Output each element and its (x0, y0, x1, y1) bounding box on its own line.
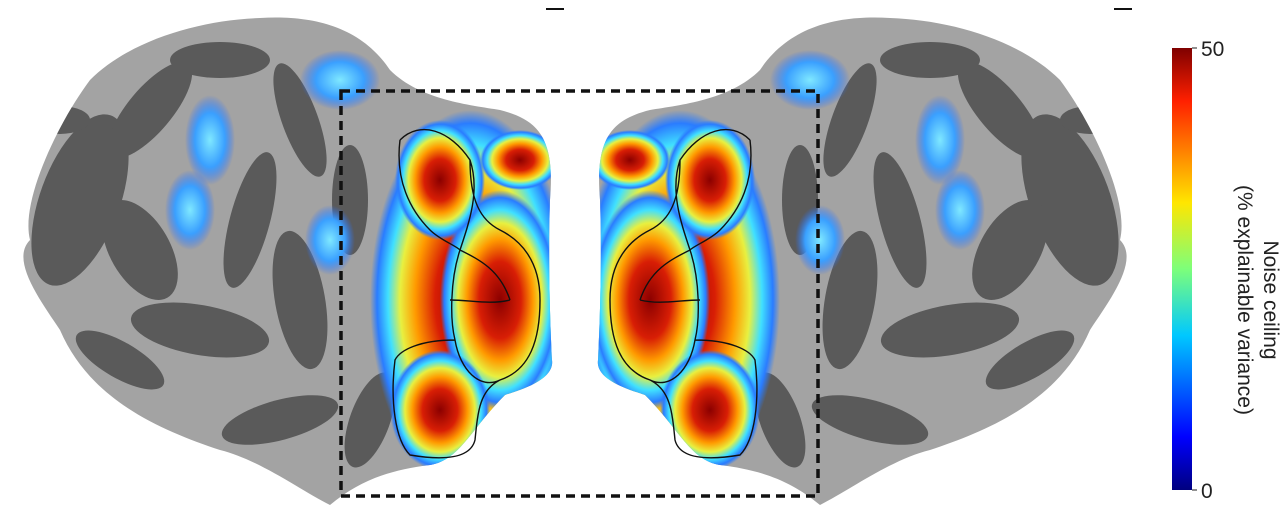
colorbar-label: Noise ceiling (1259, 240, 1282, 359)
colorbar-tick-label: 0 (1201, 480, 1213, 503)
left-hemisphere (12, 18, 570, 505)
colorbar-ticks: 0 50 (1192, 38, 1224, 503)
roi-box (339, 89, 820, 498)
colorbar-tick-label: 50 (1201, 38, 1224, 61)
colorbar-label: (% explainable variance) (1233, 185, 1256, 415)
colorbar (1172, 48, 1192, 490)
